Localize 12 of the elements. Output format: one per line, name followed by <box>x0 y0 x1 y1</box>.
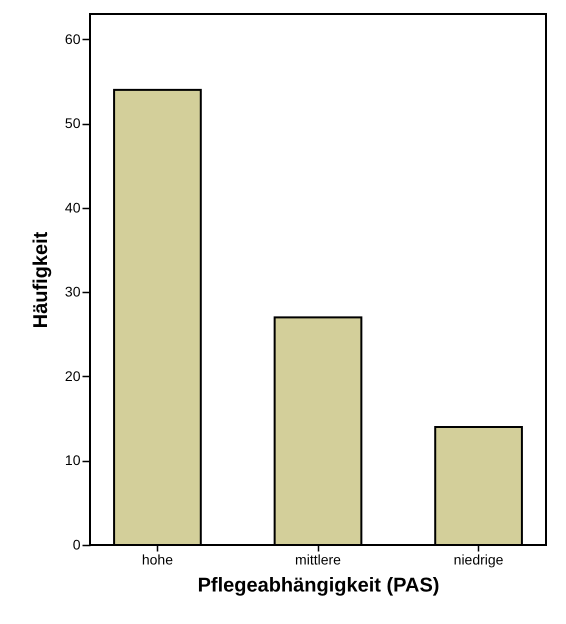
y-tick-label: 0 <box>72 536 81 552</box>
y-tick-label: 10 <box>64 452 81 468</box>
x-axis-title: Pflegeabhängigkeit (PAS) <box>198 574 440 596</box>
y-tick-label: 40 <box>64 199 81 216</box>
x-tick-label: hohe <box>142 552 174 568</box>
y-tick-label: 20 <box>64 368 81 384</box>
x-tick-label: niedrige <box>454 552 504 568</box>
y-tick-label: 60 <box>64 30 81 47</box>
y-tick-label: 30 <box>64 284 81 300</box>
y-tick-label: 50 <box>64 115 81 132</box>
y-axis-title: Häufigkeit <box>30 231 52 328</box>
x-tick-label: mittlere <box>295 552 342 568</box>
